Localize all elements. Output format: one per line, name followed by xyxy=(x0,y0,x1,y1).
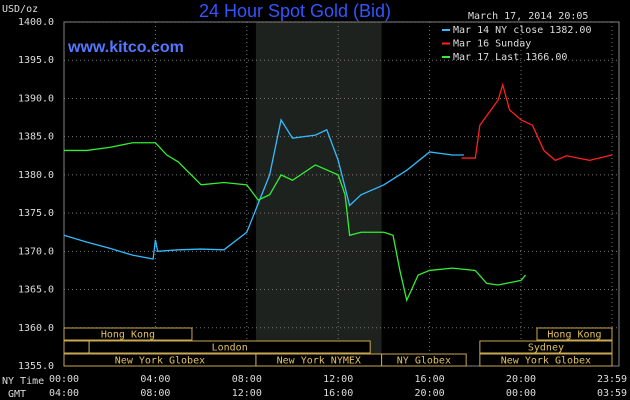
session-box xyxy=(536,327,613,341)
x-tick-label: 23:59 xyxy=(597,374,627,385)
session-box xyxy=(381,353,467,367)
plot-background xyxy=(63,21,620,367)
session-box xyxy=(479,353,613,367)
legend-label: Mar 16 Sunday xyxy=(453,39,531,50)
y-axis-label: USD/oz xyxy=(2,4,38,15)
chart-title: 24 Hour Spot Gold (Bid) xyxy=(199,1,391,21)
x-tick-label: 00:00 xyxy=(49,374,79,385)
session-label: New York Globex xyxy=(501,356,591,367)
legend-label: Mar 14 NY close 1382.00 xyxy=(453,25,591,36)
series-line xyxy=(461,82,613,162)
y-tick-label: 1360.0 xyxy=(18,323,54,334)
y-tick-label: 1375.0 xyxy=(18,208,54,219)
x-tick-label: 12:00 xyxy=(323,374,353,385)
session-box xyxy=(479,340,613,354)
x2-tick-label: 20:00 xyxy=(415,388,445,399)
y-tick-label: 1365.0 xyxy=(18,285,54,296)
x2-axis-label: GMT xyxy=(8,389,26,400)
y-tick-label: 1385.0 xyxy=(18,132,54,143)
y-tick-label: 1380.0 xyxy=(18,170,54,181)
session-box xyxy=(63,327,193,341)
series-line xyxy=(63,118,464,260)
series-line xyxy=(64,142,527,303)
timestamp: March 17, 2014 20:05 xyxy=(468,11,588,22)
y-tick-label: 1355.0 xyxy=(18,361,54,372)
x2-tick-label: 12:00 xyxy=(232,388,262,399)
x2-tick-label: 04:00 xyxy=(49,388,79,399)
session-label: Hong Kong xyxy=(547,330,601,341)
session-label: London xyxy=(212,343,248,354)
x-tick-label: 16:00 xyxy=(415,374,445,385)
session-label: Sydney xyxy=(528,343,564,354)
session-label: NY Globex xyxy=(397,356,451,367)
x-tick-label: 08:00 xyxy=(232,374,262,385)
x-tick-label: 20:00 xyxy=(506,374,536,385)
session-label: Hong Kong xyxy=(101,330,155,341)
x-tick-label: 04:00 xyxy=(140,374,170,385)
session-label: New York Globex xyxy=(115,356,205,367)
y-tick-label: 1370.0 xyxy=(18,246,54,257)
session-shade xyxy=(255,22,382,366)
session-label: New York NYMEX xyxy=(277,356,361,367)
legend-label: Mar 17 Last 1366.00 xyxy=(453,52,567,63)
y-tick-label: 1390.0 xyxy=(18,93,54,104)
session-box xyxy=(88,340,371,354)
x2-tick-label: 00:00 xyxy=(506,388,536,399)
y-tick-label: 1400.0 xyxy=(18,17,54,28)
watermark: www.kitco.com xyxy=(67,39,184,56)
x2-tick-label: 08:00 xyxy=(140,388,170,399)
session-box xyxy=(63,340,90,354)
x-axis-label: NY Time xyxy=(2,376,44,387)
x2-tick-label: 16:00 xyxy=(323,388,353,399)
y-tick-label: 1395.0 xyxy=(18,55,54,66)
x2-tick-label: 03:59 xyxy=(597,388,627,399)
